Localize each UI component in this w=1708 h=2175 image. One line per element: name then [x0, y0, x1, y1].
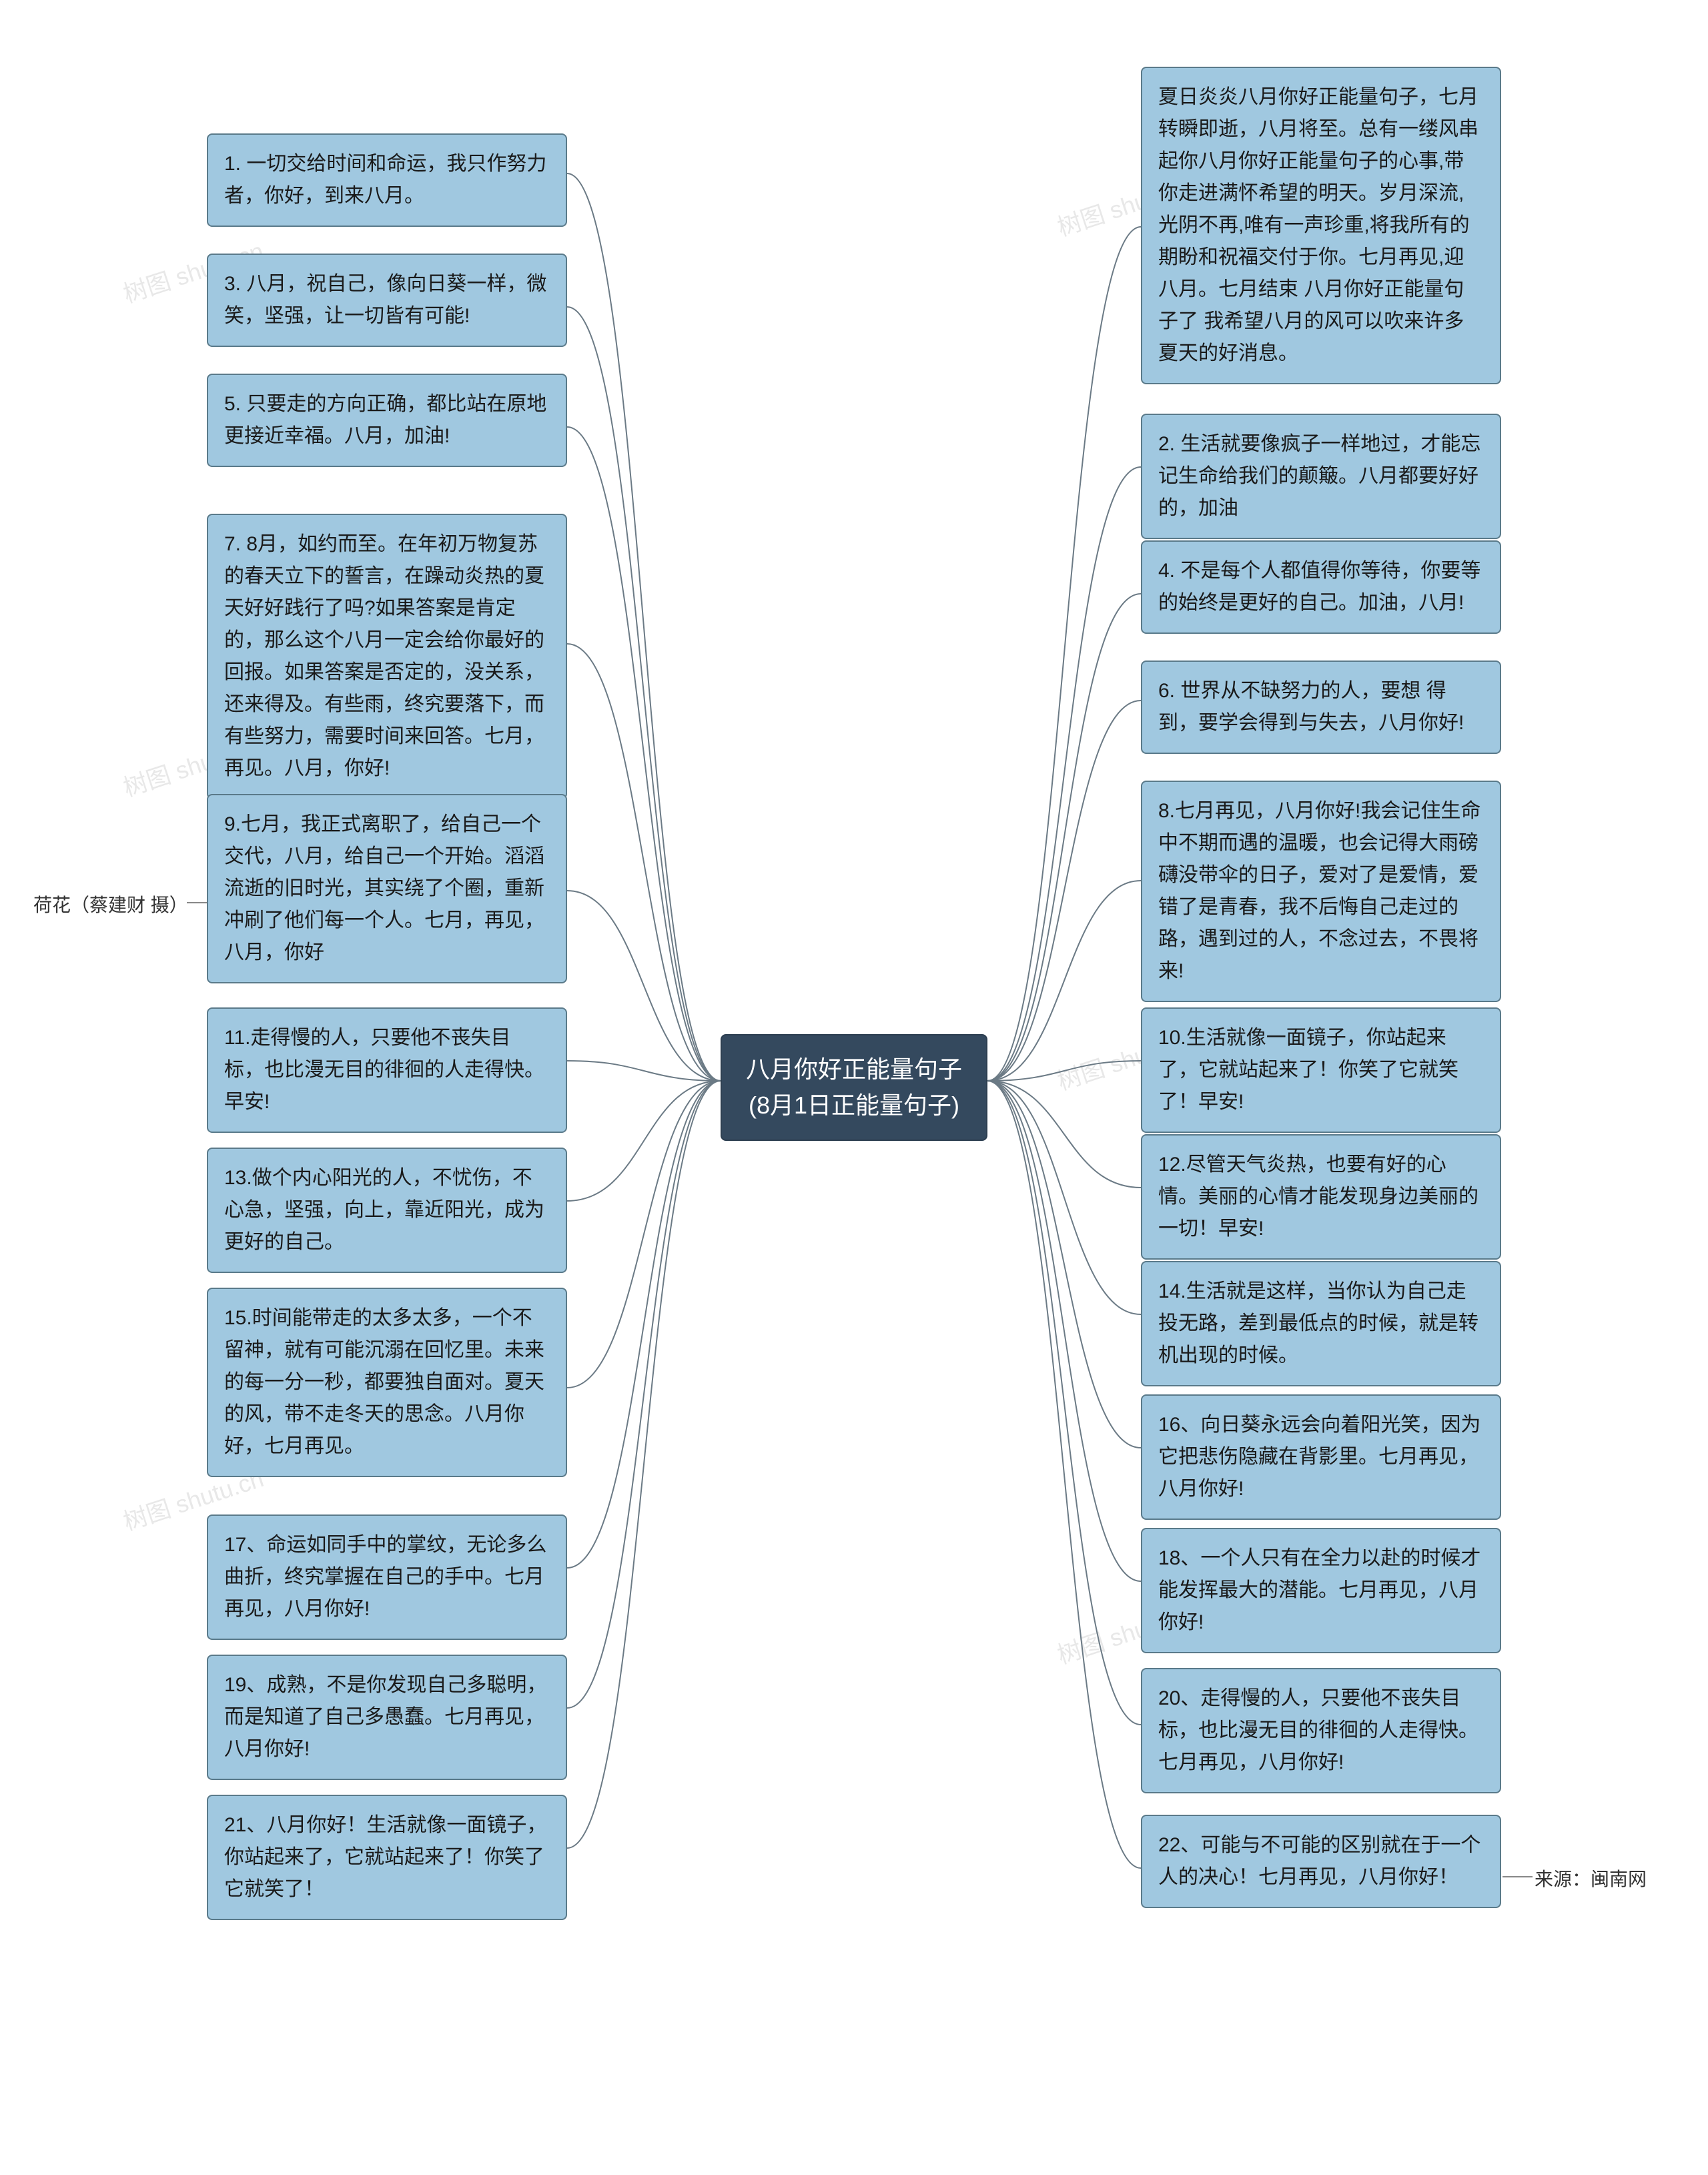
left-node-3: 3. 八月，祝自己，像向日葵一样，微笑，坚强，让一切皆有可能!	[207, 254, 567, 347]
right-node-18: 18、一个人只有在全力以赴的时候才能发挥最大的潜能。七月再见，八月你好!	[1141, 1528, 1501, 1653]
left-node-7: 7. 8月，如约而至。在年初万物复苏的春天立下的誓言，在躁动炎热的夏天好好践行了…	[207, 514, 567, 799]
right-node-10: 10.生活就像一面镜子，你站起来了，它就站起来了！你笑了它就笑了！早安!	[1141, 1007, 1501, 1133]
left-node-21: 21、八月你好！生活就像一面镜子，你站起来了，它就站起来了！你笑了它就笑了！	[207, 1795, 567, 1920]
left-node-17: 17、命运如同手中的掌纹，无论多么曲折，终究掌握在自己的手中。七月再见，八月你好…	[207, 1514, 567, 1640]
left-caption: 荷花（蔡建财 摄）	[33, 891, 188, 917]
right-node-2: 2. 生活就要像疯子一样地过，才能忘记生命给我们的颠簸。八月都要好好的，加油	[1141, 414, 1501, 539]
left-node-13: 13.做个内心阳光的人，不忧伤，不心急，坚强，向上，靠近阳光，成为更好的自己。	[207, 1148, 567, 1273]
right-node-6: 6. 世界从不缺努力的人，要想 得到，要学会得到与失去，八月你好!	[1141, 661, 1501, 754]
right-node-16: 16、向日葵永远会向着阳光笑，因为它把悲伤隐藏在背影里。七月再见，八月你好!	[1141, 1394, 1501, 1520]
right-caption: 来源：闽南网	[1535, 1865, 1647, 1891]
left-node-1: 1. 一切交给时间和命运，我只作努力者，你好，到来八月。	[207, 133, 567, 227]
right-node-20: 20、走得慢的人，只要他不丧失目标，也比漫无目的徘徊的人走得快。七月再见，八月你…	[1141, 1668, 1501, 1793]
right-caption-line	[1503, 1876, 1533, 1877]
left-caption-line	[187, 902, 207, 903]
left-node-11: 11.走得慢的人，只要他不丧失目标，也比漫无目的徘徊的人走得快。早安!	[207, 1007, 567, 1133]
left-node-9: 9.七月，我正式离职了，给自己一个交代，八月，给自己一个开始。滔滔流逝的旧时光，…	[207, 794, 567, 983]
right-node-22: 22、可能与不可能的区别就在于一个人的决心！七月再见，八月你好！	[1141, 1815, 1501, 1908]
center-node: 八月你好正能量句子(8月1日正能量句子)	[721, 1034, 987, 1141]
left-node-15: 15.时间能带走的太多太多，一个不留神，就有可能沉溺在回忆里。未来的每一分一秒，…	[207, 1288, 567, 1477]
right-node-8: 8.七月再见，八月你好!我会记住生命中不期而遇的温暖，也会记得大雨磅礴没带伞的日…	[1141, 781, 1501, 1002]
right-node-intro: 夏日炎炎八月你好正能量句子，七月转瞬即逝，八月将至。总有一缕风串起你八月你好正能…	[1141, 67, 1501, 384]
center-title: 八月你好正能量句子(8月1日正能量句子)	[746, 1055, 962, 1119]
right-node-12: 12.尽管天气炎热，也要有好的心情。美丽的心情才能发现身边美丽的一切！早安!	[1141, 1134, 1501, 1260]
left-node-5: 5. 只要走的方向正确，都比站在原地更接近幸福。八月，加油!	[207, 374, 567, 467]
right-node-14: 14.生活就是这样，当你认为自己走投无路，差到最低点的时候，就是转机出现的时候。	[1141, 1261, 1501, 1386]
right-node-4: 4. 不是每个人都值得你等待，你要等的始终是更好的自己。加油，八月!	[1141, 540, 1501, 634]
left-node-19: 19、成熟，不是你发现自己多聪明，而是知道了自己多愚蠢。七月再见，八月你好!	[207, 1655, 567, 1780]
